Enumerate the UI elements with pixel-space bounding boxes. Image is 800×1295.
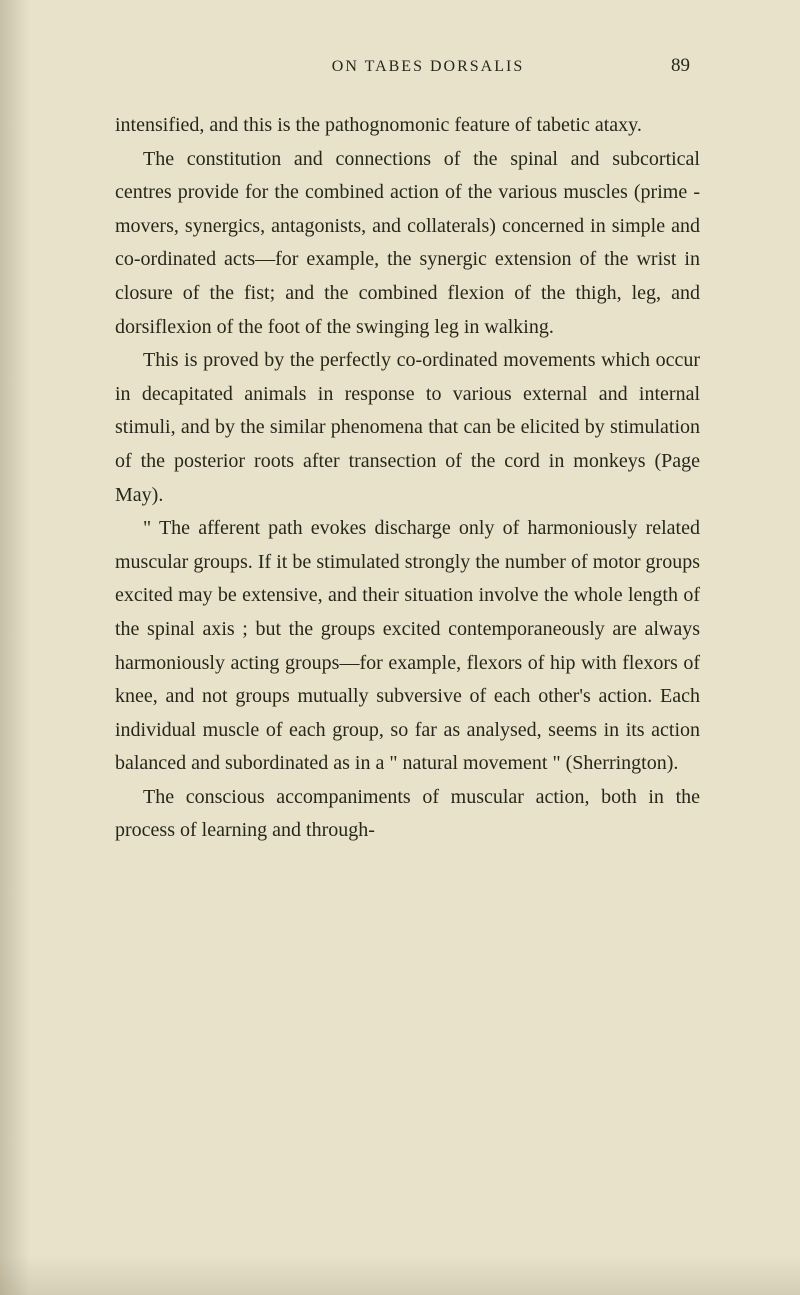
page-shadow-bottom: [0, 1255, 800, 1295]
paragraph-3: This is proved by the perfectly co-ordin…: [115, 344, 700, 512]
paragraph-2: The constitution and connections of the …: [115, 143, 700, 345]
paragraph-4: " The afferent path evokes discharge onl…: [115, 512, 700, 781]
page-number: 89: [671, 55, 690, 77]
running-head: ON TABES DORSALIS: [225, 58, 631, 76]
page-container: ON TABES DORSALIS 89 intensified, and th…: [0, 0, 800, 908]
body-text: intensified, and this is the pathognomon…: [115, 109, 700, 848]
paragraph-1: intensified, and this is the pathognomon…: [115, 109, 700, 143]
paragraph-5: The conscious accompaniments of muscular…: [115, 781, 700, 848]
page-header: ON TABES DORSALIS 89: [115, 55, 700, 77]
